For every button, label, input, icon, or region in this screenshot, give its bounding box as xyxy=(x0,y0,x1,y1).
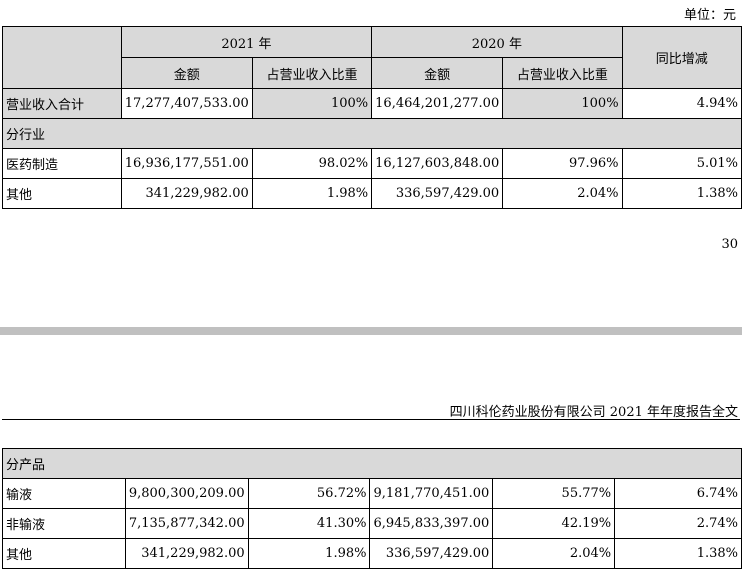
row-label: 输液 xyxy=(2,478,126,509)
cell-amount-2020: 336,597,429.00 xyxy=(369,538,494,569)
cell-amount-2021: 16,936,177,551.00 xyxy=(120,148,253,179)
header-amount-2020: 金额 xyxy=(371,57,504,89)
cell-amount-2020: 336,597,429.00 xyxy=(371,178,504,209)
cell-amount-2021: 17,277,407,533.00 xyxy=(120,88,253,119)
page-number: 30 xyxy=(721,237,738,252)
table-row: 其他 341,229,982.00 1.98% 336,597,429.00 2… xyxy=(2,538,742,569)
section-label-product: 分产品 xyxy=(2,448,742,479)
header-ratio-2021: 占营业收入比重 xyxy=(251,57,373,89)
cell-ratio-2020: 2.04% xyxy=(492,538,616,569)
cell-ratio-2020: 55.77% xyxy=(492,478,616,509)
cell-ratio-2021: 98.02% xyxy=(251,148,373,179)
revenue-table-top: 2021 年 2020 年 同比增减 金额 占营业收入比重 金额 占营业收入比重… xyxy=(2,26,742,209)
row-label: 非输液 xyxy=(2,508,126,539)
cell-change: 4.94% xyxy=(621,88,742,119)
header-blank xyxy=(2,26,122,89)
cell-ratio-2021: 1.98% xyxy=(251,178,373,209)
cell-amount-2021: 7,135,877,342.00 xyxy=(124,508,249,539)
cell-ratio-2021: 41.30% xyxy=(247,508,371,539)
header-year-2021: 2021 年 xyxy=(120,26,373,58)
table-row-total: 营业收入合计 17,277,407,533.00 100% 16,464,201… xyxy=(2,88,742,119)
cell-amount-2020: 9,181,770,451.00 xyxy=(369,478,494,509)
row-label: 医药制造 xyxy=(2,148,122,179)
row-label: 其他 xyxy=(2,538,126,569)
header-year-2020: 2020 年 xyxy=(371,26,623,58)
cell-amount-2021: 341,229,982.00 xyxy=(120,178,253,209)
table-row-section: 分产品 xyxy=(2,448,742,479)
row-label: 其他 xyxy=(2,178,122,209)
cell-change: 1.38% xyxy=(621,178,742,209)
cell-amount-2020: 6,945,833,397.00 xyxy=(369,508,494,539)
table-row: 其他 341,229,982.00 1.98% 336,597,429.00 2… xyxy=(2,178,742,209)
cell-change: 1.38% xyxy=(614,538,742,569)
table-row: 输液 9,800,300,209.00 56.72% 9,181,770,451… xyxy=(2,478,742,509)
cell-ratio-2020: 97.96% xyxy=(502,148,623,179)
header-amount-2021: 金额 xyxy=(120,57,253,89)
cell-ratio-2021: 100% xyxy=(251,88,373,119)
cell-amount-2021: 9,800,300,209.00 xyxy=(124,478,249,509)
cell-change: 6.74% xyxy=(614,478,742,509)
cell-amount-2020: 16,464,201,277.00 xyxy=(371,88,504,119)
page-separator xyxy=(0,327,742,335)
cell-ratio-2021: 1.98% xyxy=(247,538,371,569)
header-change: 同比增减 xyxy=(621,26,742,89)
unit-label: 单位：元 xyxy=(683,8,736,23)
cell-ratio-2021: 56.72% xyxy=(247,478,371,509)
table-row-section: 分行业 xyxy=(2,118,742,149)
header-rule xyxy=(2,419,740,420)
cell-ratio-2020: 2.04% xyxy=(502,178,623,209)
header-ratio-2020: 占营业收入比重 xyxy=(502,57,623,89)
cell-change: 2.74% xyxy=(614,508,742,539)
cell-ratio-2020: 42.19% xyxy=(492,508,616,539)
revenue-table-bottom: 分产品 输液 9,800,300,209.00 56.72% 9,181,770… xyxy=(2,448,742,569)
table-row: 医药制造 16,936,177,551.00 98.02% 16,127,603… xyxy=(2,148,742,179)
section-label-industry: 分行业 xyxy=(2,118,742,149)
table-row: 非输液 7,135,877,342.00 41.30% 6,945,833,39… xyxy=(2,508,742,539)
cell-amount-2021: 341,229,982.00 xyxy=(124,538,249,569)
cell-ratio-2020: 100% xyxy=(502,88,623,119)
cell-change: 5.01% xyxy=(621,148,742,179)
cell-amount-2020: 16,127,603,848.00 xyxy=(371,148,504,179)
document-header: 四川科伦药业股份有限公司 2021 年年度报告全文 xyxy=(449,405,738,420)
row-label: 营业收入合计 xyxy=(2,88,122,119)
